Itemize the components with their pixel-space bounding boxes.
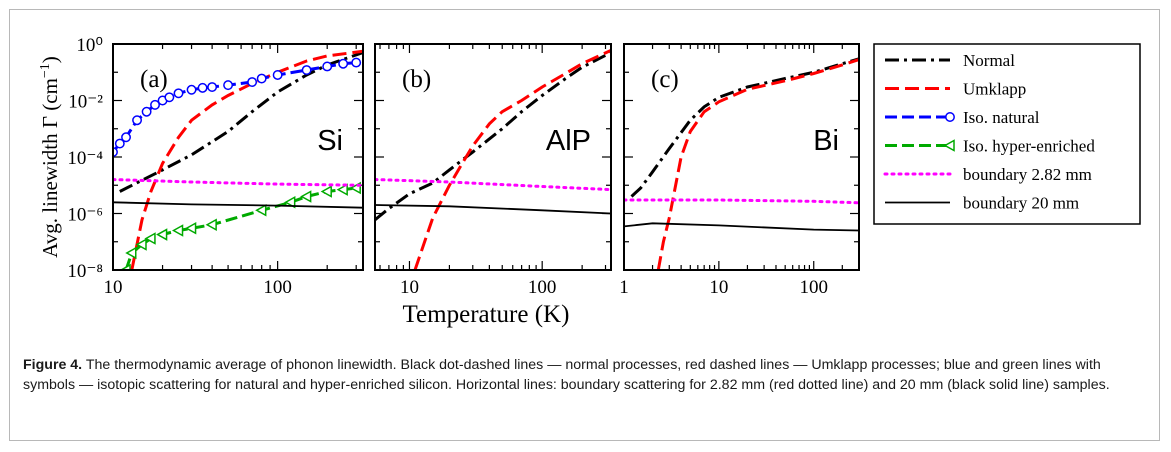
data-point-circle [141,106,152,117]
panel-frame [623,43,860,271]
y-tick-label: 10⁰ [76,35,103,56]
panel-alp: 10 100 (b) AlP [374,43,612,298]
y-tick-label: 10⁻⁴ [67,148,103,169]
legend: Normal Umklapp Iso. natural Iso. hyper-enri… [873,43,1141,225]
caption-text: The thermodynamic average of phonon line… [23,357,1110,393]
data-point-circle [272,70,283,80]
data-point-circle [301,65,312,75]
linewidth-chart: 10 100 10⁻⁸ 10⁻⁶ 10⁻⁴ 10⁻² 10⁰ (a) Si 10 100 (b) AlP… [38,35,1141,328]
panel-frame [112,43,364,271]
x-tick-label: 10 [104,277,123,298]
legend-label: boundary 2.82 mm [963,165,1092,184]
legend-label: boundary 20 mm [963,194,1079,213]
data-point-triangle [284,195,296,209]
legend-label: Umklapp [963,80,1026,99]
x-tick-label: 100 [263,277,292,298]
data-point-triangle [300,190,312,203]
chart-panels: 10 100 10⁻⁸ 10⁻⁶ 10⁻⁴ 10⁻² 10⁰ (a) Si 10 100 (b) AlP… [67,35,860,298]
legend-box [873,43,1141,225]
legend-marker-circle [945,112,955,122]
x-tick-label: 100 [799,277,828,298]
series-boundary-20-mm [375,204,611,215]
data-point-circle [186,84,197,95]
data-point-triangle [320,185,332,198]
plot-area [113,49,363,270]
plot-area [624,57,859,270]
data-point-triangle [336,183,348,196]
material-label: Si [317,125,343,157]
data-point-circle [223,80,234,91]
data-point-triangle [125,246,137,260]
x-tick-label: 1 [619,277,629,298]
x-tick-label: 100 [528,277,557,298]
panel-label: (b) [402,66,431,93]
series-umklapp [130,49,363,270]
data-point-circle [338,58,349,69]
legend-label: Normal [963,51,1015,70]
panel-bi: 1 10 100 (c) Bi [619,43,860,298]
y-tick-label: 10⁻² [68,92,103,113]
y-tick-label: 10⁻⁸ [67,261,103,282]
data-point-circle [256,73,267,84]
data-point-circle [132,115,143,126]
panel-label: (a) [140,66,168,93]
data-point-circle [121,132,131,143]
panel-label: (c) [651,66,679,93]
data-point-circle [150,99,160,110]
data-point-triangle [156,228,168,241]
legend-label: Iso. hyper-enriched [963,137,1095,156]
series-iso-hyper-enriched [124,186,357,270]
data-point-triangle [205,218,217,232]
data-point-circle [207,82,218,92]
figure-caption: Figure 4. The thermodynamic average of p… [23,355,1143,395]
series-boundary-2-82-mm [113,178,363,187]
series-normal [119,51,363,193]
data-point-triangle [119,263,131,270]
legend-marker-triangle [943,139,955,152]
data-point-triangle [144,232,156,245]
plot-area [375,48,611,270]
y-tick-label: 10⁻⁶ [67,205,103,226]
panel-frame [374,43,612,271]
data-point-circle [247,77,258,87]
series-normal [375,51,611,221]
data-point-triangle [185,221,197,235]
data-point-circle [173,88,184,99]
data-point-circle [197,82,208,93]
material-label: AlP [546,125,591,157]
data-point-circle [322,61,333,72]
x-axis-label: Temperature (K) [403,301,570,328]
data-point-triangle [255,204,267,217]
series-umklapp [656,58,859,270]
x-tick-label: 10 [400,277,419,298]
y-axis-label: Avg. linewidth Γ (cm−1) [38,56,62,258]
data-point-triangle [135,238,147,251]
caption-label: Figure 4. [23,357,83,373]
data-point-circle [114,138,125,149]
series-boundary-2-82-mm [375,178,611,192]
panel-si: 10 100 10⁻⁸ 10⁻⁶ 10⁻⁴ 10⁻² 10⁰ (a) Si [67,35,364,298]
series-boundary-20-mm [624,222,859,232]
data-point-circle [351,57,362,68]
data-point-triangle [171,224,184,237]
material-label: Bi [813,125,839,157]
data-point-circle [164,92,175,103]
series-boundary-20-mm [113,201,363,209]
x-tick-label: 10 [709,277,728,298]
series-boundary-2-82-mm [624,198,859,205]
series-umklapp [413,48,611,270]
legend-label: Iso. natural [963,108,1040,127]
